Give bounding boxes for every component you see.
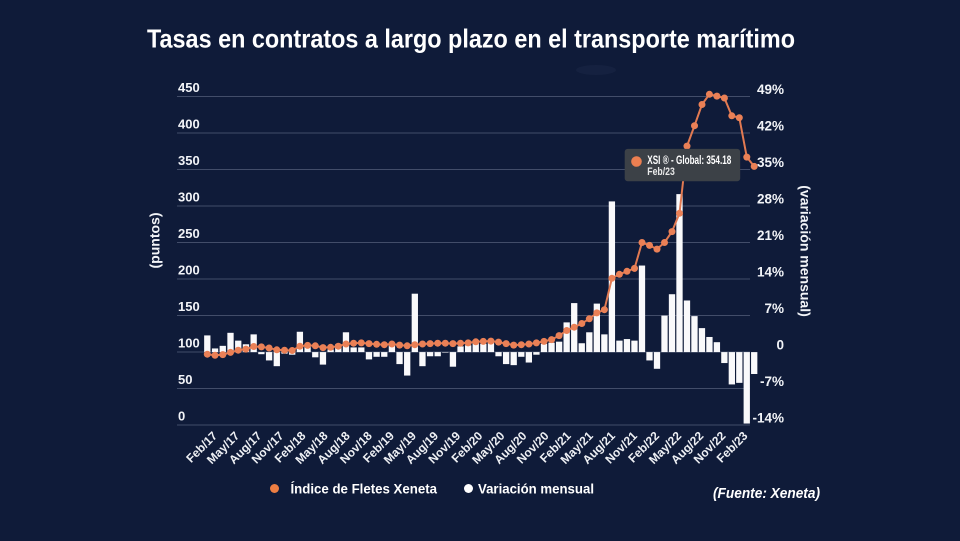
svg-text:300: 300 <box>178 190 200 205</box>
svg-text:50: 50 <box>178 372 192 387</box>
svg-text:150: 150 <box>178 299 200 314</box>
svg-text:200: 200 <box>178 263 200 278</box>
svg-text:250: 250 <box>178 226 200 241</box>
svg-text:Feb/23: Feb/23 <box>647 166 675 178</box>
svg-text:21%: 21% <box>757 228 784 243</box>
svg-text:(Fuente: Xeneta): (Fuente: Xeneta) <box>713 486 820 502</box>
svg-text:7%: 7% <box>764 301 784 316</box>
svg-text:49%: 49% <box>757 82 784 97</box>
svg-text:Índice de Fletes Xeneta: Índice de Fletes Xeneta <box>291 481 438 497</box>
svg-text:-14%: -14% <box>752 411 784 426</box>
svg-text:0: 0 <box>178 409 185 424</box>
svg-text:35%: 35% <box>757 155 784 170</box>
svg-text:100: 100 <box>178 336 200 351</box>
svg-text:350: 350 <box>178 153 200 168</box>
svg-text:42%: 42% <box>757 119 784 134</box>
svg-text:14%: 14% <box>757 265 784 280</box>
svg-text:Variación mensual: Variación mensual <box>478 481 594 497</box>
svg-text:450: 450 <box>178 80 200 95</box>
svg-text:(puntos): (puntos) <box>147 213 163 269</box>
svg-text:XSI ® - Global: 354.18: XSI ® - Global: 354.18 <box>647 155 731 167</box>
svg-text:(variación mensual): (variación mensual) <box>798 185 814 317</box>
svg-text:-7%: -7% <box>760 374 784 389</box>
svg-text:28%: 28% <box>757 192 784 207</box>
svg-text:Tasas en contratos a largo pla: Tasas en contratos a largo plazo en el t… <box>147 24 795 54</box>
svg-text:0: 0 <box>776 338 784 353</box>
svg-text:400: 400 <box>178 117 200 132</box>
